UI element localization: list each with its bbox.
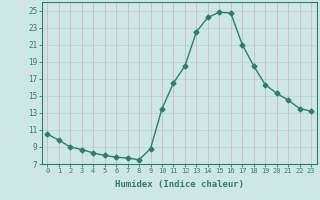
X-axis label: Humidex (Indice chaleur): Humidex (Indice chaleur) (115, 180, 244, 189)
